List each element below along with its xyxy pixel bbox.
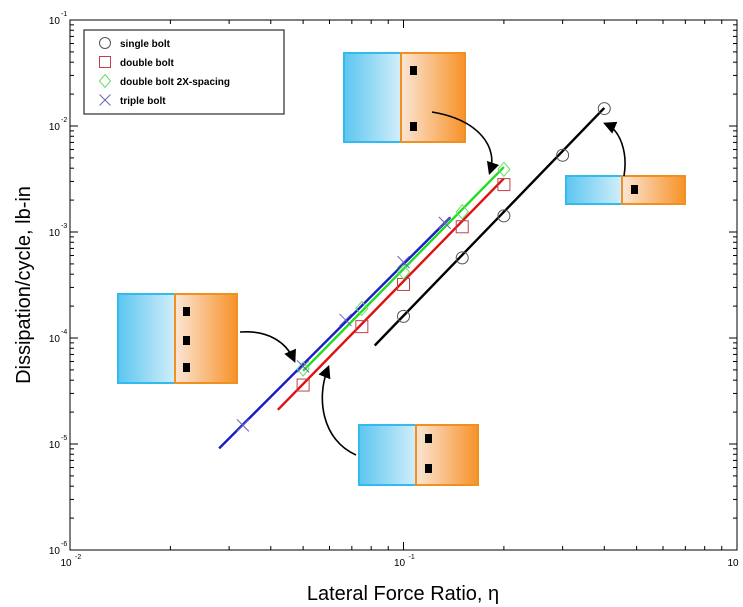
bolt-icon <box>425 434 432 443</box>
data-point <box>98 73 112 89</box>
x-tick-exponent: -1 <box>409 554 415 561</box>
y-tick-exponent: -3 <box>61 223 67 230</box>
x-tick-label: 10 <box>394 558 406 569</box>
bolt-icon <box>183 307 190 316</box>
legend-label: double bolt <box>120 58 175 69</box>
data-point <box>597 102 611 116</box>
arrow-icon <box>603 121 626 177</box>
cross-stroke <box>296 360 310 373</box>
data-point <box>556 148 570 162</box>
data-point <box>396 264 411 280</box>
data-point <box>99 94 111 106</box>
fit-lines <box>218 107 606 450</box>
y-tick-label: 10 <box>49 440 61 451</box>
fit-line <box>302 166 505 372</box>
data-point <box>397 309 410 323</box>
bolt-schematics <box>117 52 686 486</box>
data-point <box>455 204 469 220</box>
cross-stroke <box>339 313 352 327</box>
data-point <box>296 378 310 392</box>
y-axis-title: Dissipation/cycle, lb-in <box>13 186 35 384</box>
data-point <box>355 300 369 317</box>
cross-stroke <box>99 94 111 106</box>
schematic-triple-bolt <box>117 293 296 384</box>
y-tick-exponent: -1 <box>61 11 67 18</box>
y-tick-exponent: -5 <box>61 435 67 442</box>
y-tick-exponent: -4 <box>61 329 67 336</box>
legend-label: single bolt <box>120 39 171 50</box>
bolt-icon <box>631 185 638 194</box>
y-tick-label: 10 <box>49 16 61 27</box>
legend-label: double bolt 2X-spacing <box>120 77 230 88</box>
bolt-icon <box>183 363 190 372</box>
data-point <box>455 220 469 234</box>
bolt-icon <box>425 464 432 473</box>
bolt-icon <box>410 66 417 75</box>
arrow-icon <box>318 365 357 456</box>
data-point <box>497 161 511 178</box>
y-tick-exponent: -6 <box>61 541 67 548</box>
y-tick-label: 10 <box>49 228 61 239</box>
data-point <box>397 255 410 269</box>
x-axis-title: Lateral Force Ratio, η <box>307 583 499 605</box>
bolt-icon <box>410 122 417 131</box>
data-point <box>99 37 111 49</box>
x-tick-exponent: -2 <box>75 554 81 561</box>
data-point <box>339 313 352 327</box>
data-point <box>455 251 469 265</box>
data-point <box>497 178 511 192</box>
arrow-icon <box>431 111 500 176</box>
y-tick-label: 10 <box>49 122 61 133</box>
data-markers <box>236 102 611 432</box>
fit-line <box>218 216 451 450</box>
cross-stroke <box>236 418 250 432</box>
data-point <box>438 216 452 230</box>
fit-line <box>373 107 606 347</box>
bolt-icon <box>183 336 190 345</box>
schematic-double-bolt-bottom <box>318 365 479 486</box>
y-tick-label: 10 <box>49 334 61 345</box>
legend: single bolt double bolt double bolt 2X-spa… <box>83 29 285 115</box>
schematic-single-bolt <box>565 121 686 205</box>
data-point <box>355 320 369 334</box>
fit-line <box>276 177 505 411</box>
x-tick-label: 10 <box>727 558 739 569</box>
cross-stroke <box>438 216 452 230</box>
y-tick-exponent: -2 <box>61 117 67 124</box>
data-point <box>296 361 310 377</box>
x-tick-label: 10 <box>60 558 72 569</box>
data-point <box>99 56 111 68</box>
data-point <box>236 418 250 432</box>
arrow-icon <box>239 331 296 363</box>
cross-stroke <box>397 255 410 269</box>
data-point <box>296 360 310 373</box>
data-point <box>497 209 511 223</box>
schematic-double-bolt-top <box>343 52 500 176</box>
legend-label: triple bolt <box>120 96 166 107</box>
y-tick-label: 10 <box>49 546 61 557</box>
axis-ticks <box>69 20 737 551</box>
